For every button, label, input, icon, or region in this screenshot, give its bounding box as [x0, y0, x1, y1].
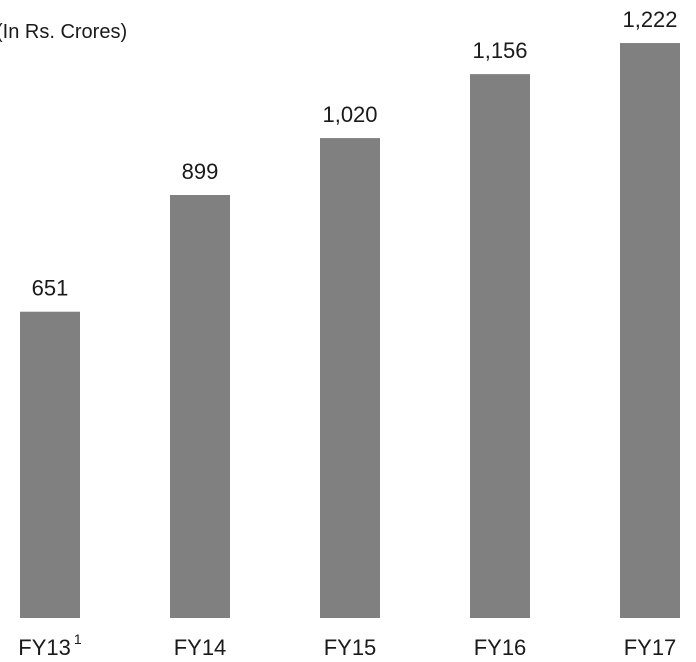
bars-group — [20, 43, 680, 619]
category-label-fy14: FY14 — [174, 635, 227, 660]
category-label-fy17: FY17 — [624, 635, 677, 660]
value-label-fy13: 651 — [32, 276, 69, 301]
value-label-fy14: 899 — [182, 159, 219, 184]
category-label-fy16: FY16 — [474, 635, 527, 660]
footnote-marker: 1 — [74, 631, 82, 647]
category-label-fy15: FY15 — [324, 635, 377, 660]
unit-label: (In Rs. Crores) — [0, 21, 127, 43]
bar-fy13 — [20, 311, 80, 618]
value-label-fy16: 1,156 — [472, 38, 527, 63]
value-label-fy17: 1,222 — [622, 7, 677, 32]
category-label-fy13: FY13 1 — [18, 631, 82, 660]
value-labels-group: 651 899 1,020 1,156 1,222 — [32, 7, 678, 301]
bar-fy16 — [470, 74, 530, 619]
category-labels-group: FY13 1 FY14 FY15 FY16 FY17 — [18, 631, 676, 660]
value-label-fy15: 1,020 — [322, 102, 377, 127]
bar-fy15 — [320, 138, 380, 618]
bar-fy14 — [170, 195, 230, 618]
bar-fy17 — [620, 43, 680, 618]
